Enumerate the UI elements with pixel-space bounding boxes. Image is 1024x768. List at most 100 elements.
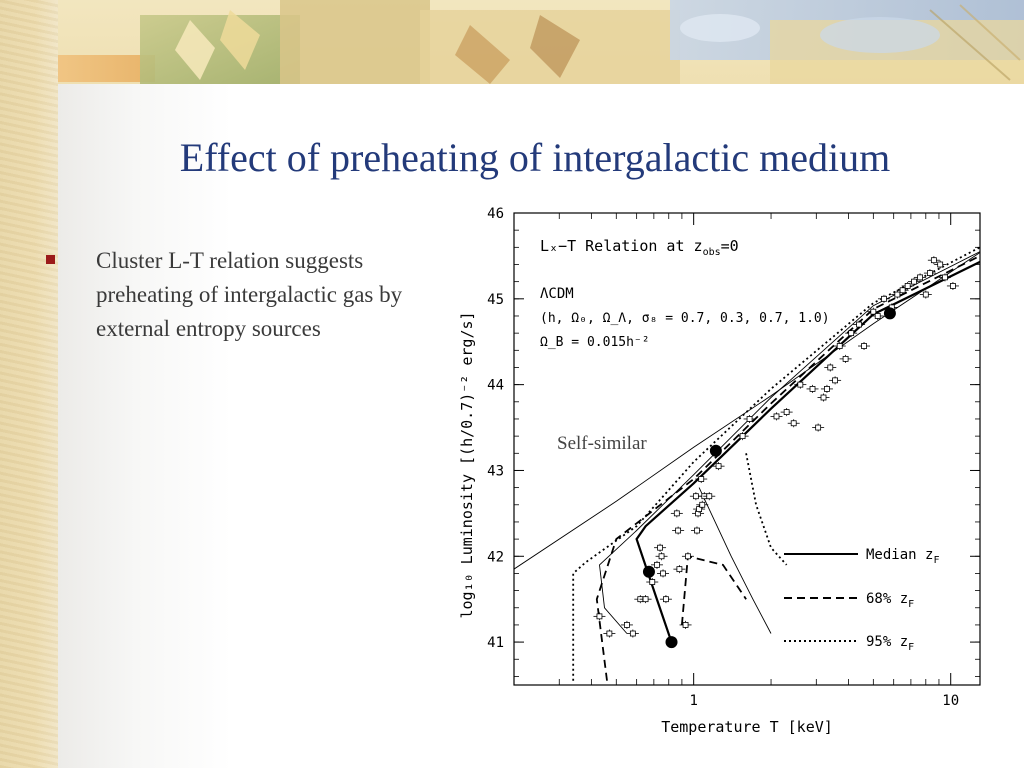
observed-marker <box>649 579 656 585</box>
observed-marker <box>809 386 816 392</box>
observed-point <box>646 578 659 587</box>
foliage-artwork <box>35 0 1024 84</box>
observed-marker <box>848 330 855 337</box>
observed-marker <box>842 355 849 362</box>
observed-point <box>695 475 708 484</box>
observed-point <box>923 269 936 278</box>
observed-point <box>712 462 725 471</box>
observed-point <box>626 629 639 638</box>
observed-marker <box>642 596 649 603</box>
observed-point <box>919 290 932 299</box>
observed-point <box>655 552 668 561</box>
decorative-banner <box>0 0 1024 84</box>
content-background <box>58 84 1024 768</box>
observed-marker <box>673 510 680 517</box>
observed-marker <box>856 321 862 328</box>
observed-point <box>650 560 663 569</box>
observed-point <box>639 595 652 604</box>
observed-point <box>845 329 858 338</box>
series-95-z-f <box>572 246 980 681</box>
observed-marker <box>699 501 706 508</box>
model-point <box>642 565 655 578</box>
observed-point <box>853 320 866 329</box>
observed-point <box>817 393 830 402</box>
observed-point <box>770 412 783 421</box>
observed-marker <box>824 386 830 392</box>
series-model-2 <box>698 487 772 634</box>
observed-point <box>696 500 709 509</box>
legend-68-label: 68% zF <box>866 591 914 610</box>
observed-point <box>871 311 884 320</box>
observed-point <box>736 432 749 441</box>
observed-point <box>806 384 819 393</box>
observed-marker <box>922 291 929 298</box>
observed-point <box>896 286 909 295</box>
observed-point <box>703 492 716 501</box>
observed-marker <box>696 506 703 512</box>
observed-marker <box>658 553 665 560</box>
observed-point <box>877 294 890 303</box>
observed-point <box>603 629 616 638</box>
y-tick-label: 42 <box>487 549 504 565</box>
observed-marker <box>715 463 722 470</box>
observed-point <box>908 277 921 286</box>
observed-marker <box>836 343 843 349</box>
observed-point <box>934 260 947 269</box>
model-point <box>883 307 896 320</box>
observed-marker <box>596 613 603 620</box>
observed-marker <box>790 420 797 427</box>
y-tick-label: 44 <box>487 378 504 394</box>
observed-marker <box>917 274 923 281</box>
observed-marker <box>899 287 906 294</box>
observed-point <box>657 569 670 578</box>
observed-marker <box>694 527 700 534</box>
annotation-parameters: (h, Ω₀, Ω_Λ, σ₈ = 0.7, 0.3, 0.7, 1.0) <box>540 311 830 326</box>
observed-point <box>938 273 951 282</box>
bullet-square-icon <box>46 255 55 264</box>
observed-marker <box>874 313 881 319</box>
observed-point <box>681 552 694 561</box>
observed-marker <box>706 493 713 500</box>
observed-point <box>927 256 940 265</box>
series-model-1 <box>599 251 980 634</box>
legend-median-label: Median zF <box>866 547 939 566</box>
observed-point <box>659 595 672 604</box>
series-model-4 <box>745 453 788 566</box>
observed-marker <box>663 596 669 603</box>
observed-marker <box>739 433 746 440</box>
observed-point <box>670 509 683 518</box>
observed-marker <box>950 283 956 289</box>
observed-point <box>914 273 927 282</box>
plot-frame <box>513 212 981 686</box>
observed-point <box>829 376 842 385</box>
observed-point <box>654 543 667 552</box>
observed-marker <box>629 630 636 637</box>
observed-point <box>679 620 692 629</box>
observed-point <box>824 363 837 372</box>
observed-marker <box>676 566 683 573</box>
x-tick-label: 10 <box>942 693 959 709</box>
model-point <box>665 636 678 649</box>
observed-marker <box>783 409 790 415</box>
decorative-side-band <box>0 0 58 768</box>
observed-point <box>833 342 846 351</box>
observed-marker <box>773 413 780 420</box>
y-tick-label: 43 <box>487 463 504 479</box>
annotation-lcdm: ΛCDM <box>540 286 574 302</box>
observed-point <box>673 565 686 574</box>
observed-point <box>743 414 756 423</box>
observed-marker <box>606 630 613 637</box>
model-point <box>709 444 722 457</box>
observed-marker <box>820 394 827 401</box>
observed-point <box>693 505 706 514</box>
observed-point <box>891 290 904 299</box>
observed-marker <box>937 261 944 268</box>
observed-marker <box>894 291 901 298</box>
observed-point <box>867 307 880 316</box>
observed-marker <box>685 553 691 560</box>
observed-point <box>794 380 807 389</box>
observed-marker <box>870 308 877 315</box>
observed-marker <box>797 381 804 388</box>
y-tick-label: 41 <box>487 635 504 651</box>
